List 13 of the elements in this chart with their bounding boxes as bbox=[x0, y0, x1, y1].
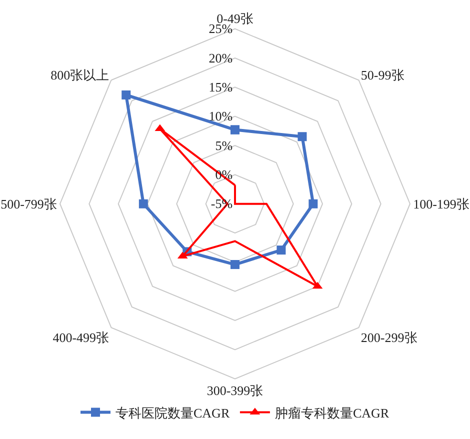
y-tick-label: 15% bbox=[208, 79, 233, 94]
y-tick-label: 10% bbox=[208, 108, 233, 124]
y-tick-label: 20% bbox=[208, 50, 233, 66]
spoke-label: 50-99张 bbox=[360, 67, 404, 82]
legend-label: 肿瘤专科数量CAGR bbox=[274, 405, 390, 420]
spoke-label: 500-799张 bbox=[0, 196, 57, 212]
spoke-label: 800张以上 bbox=[50, 67, 110, 82]
spoke-label: 100-199张 bbox=[413, 196, 470, 212]
spoke-label: 400-499张 bbox=[52, 330, 110, 346]
y-tick-label: 5% bbox=[215, 138, 233, 153]
legend-label: 专科医院数量CAGR bbox=[116, 405, 230, 420]
spoke-label: 200-299张 bbox=[360, 330, 418, 346]
spoke-label: 300-399张 bbox=[206, 382, 264, 398]
